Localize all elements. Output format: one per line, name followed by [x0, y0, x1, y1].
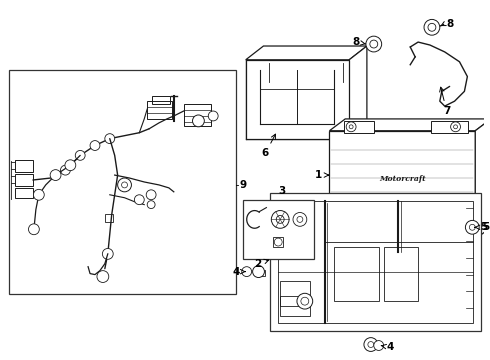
Polygon shape — [329, 119, 490, 131]
Bar — [15, 188, 33, 198]
Text: 8: 8 — [352, 37, 366, 47]
Circle shape — [466, 220, 479, 234]
Circle shape — [33, 189, 44, 200]
Circle shape — [368, 342, 374, 347]
Circle shape — [428, 23, 436, 31]
Circle shape — [28, 224, 39, 235]
Circle shape — [90, 141, 100, 150]
Circle shape — [65, 160, 76, 171]
Text: 5: 5 — [475, 222, 488, 232]
Circle shape — [346, 122, 356, 132]
Polygon shape — [245, 46, 367, 60]
Circle shape — [242, 267, 252, 276]
Circle shape — [366, 36, 382, 52]
Bar — [147, 101, 172, 119]
Circle shape — [146, 190, 156, 200]
Bar — [15, 160, 33, 172]
Text: 8: 8 — [447, 19, 454, 30]
Text: 6: 6 — [262, 134, 275, 158]
Text: 2: 2 — [254, 259, 269, 269]
Bar — [105, 215, 113, 222]
Circle shape — [118, 178, 131, 192]
Circle shape — [208, 111, 218, 121]
Circle shape — [370, 40, 378, 48]
Circle shape — [75, 150, 85, 160]
Text: 7: 7 — [440, 87, 450, 116]
Text: 1: 1 — [315, 170, 329, 180]
Text: 5: 5 — [482, 222, 490, 232]
Circle shape — [274, 238, 282, 246]
Bar — [256, 270, 266, 275]
Circle shape — [105, 134, 115, 144]
Circle shape — [147, 201, 155, 208]
Circle shape — [469, 224, 475, 230]
Circle shape — [424, 19, 440, 35]
Bar — [384, 247, 418, 301]
Polygon shape — [475, 119, 490, 239]
Text: 9: 9 — [240, 180, 247, 190]
Bar — [9, 70, 236, 294]
Bar — [280, 282, 310, 306]
Circle shape — [271, 211, 289, 228]
Polygon shape — [349, 46, 367, 139]
Bar — [184, 104, 211, 126]
Text: 3: 3 — [278, 186, 286, 196]
Circle shape — [451, 122, 461, 132]
Circle shape — [97, 271, 109, 283]
Circle shape — [293, 212, 307, 226]
Bar — [431, 121, 468, 133]
Circle shape — [301, 297, 309, 305]
Circle shape — [193, 115, 204, 127]
Text: 4: 4 — [232, 267, 245, 276]
Circle shape — [364, 338, 378, 351]
Bar — [278, 201, 473, 323]
Circle shape — [454, 125, 458, 129]
Circle shape — [374, 341, 384, 350]
Text: 4: 4 — [381, 342, 394, 352]
Bar — [152, 96, 170, 104]
Circle shape — [349, 125, 353, 129]
Text: Motorcraft: Motorcraft — [379, 175, 426, 183]
Circle shape — [297, 216, 303, 222]
Bar — [270, 193, 481, 331]
Bar — [280, 296, 310, 316]
Bar — [15, 174, 33, 186]
Bar — [344, 121, 374, 133]
Circle shape — [50, 170, 61, 180]
Bar — [329, 131, 475, 227]
Bar — [273, 237, 283, 247]
Circle shape — [134, 195, 144, 204]
Bar — [334, 247, 379, 301]
Circle shape — [60, 165, 71, 175]
Circle shape — [253, 266, 265, 278]
Circle shape — [297, 293, 313, 309]
Circle shape — [276, 216, 284, 223]
Bar — [245, 60, 349, 139]
Bar — [243, 200, 314, 259]
Circle shape — [122, 182, 127, 188]
Circle shape — [102, 248, 113, 259]
